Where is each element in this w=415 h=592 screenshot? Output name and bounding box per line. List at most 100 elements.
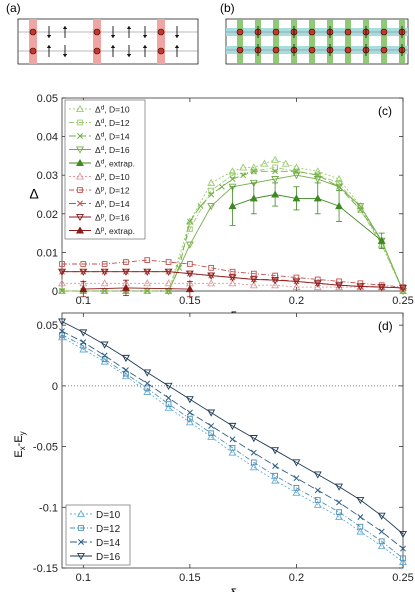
red-stripe-0 (29, 19, 37, 64)
data-point-2-2 (101, 288, 108, 294)
legend-swatch-marker-3 (76, 146, 84, 154)
data-point-0-4 (143, 387, 152, 395)
site-4-1 (308, 46, 316, 54)
green-stripe-3 (291, 19, 297, 64)
legend-label-2: D=14 (96, 538, 121, 549)
data-point-4-3 (292, 194, 301, 202)
legend-swatch-marker-8 (76, 213, 84, 222)
site-0-1 (236, 46, 244, 54)
spin-arrowhead-6-1 (126, 54, 132, 57)
series-9 (79, 279, 194, 298)
legend-swatch-marker-4 (76, 158, 84, 167)
site-6-1 (344, 46, 352, 54)
data-point-0-7 (207, 432, 216, 440)
data-point-1-7 (208, 430, 215, 437)
data-point-1-13 (336, 180, 342, 186)
legend-box (64, 99, 146, 240)
legend-label-sup-3: d (101, 145, 105, 152)
data-point-8-14 (356, 283, 365, 291)
data-point-2-0 (59, 288, 65, 294)
data-point-8-4 (143, 268, 152, 276)
chart-d-ylabel: Ex-Ey (13, 431, 27, 457)
series-line-2 (62, 170, 404, 292)
data-point-1-11 (293, 485, 300, 491)
data-point-2-4 (144, 380, 151, 387)
series-line-1 (62, 167, 404, 292)
data-point-1-2 (101, 356, 108, 362)
chart-d-legend: D=10 D=12 D=14 D=16 (65, 504, 131, 566)
data-point-2-11 (293, 475, 300, 482)
spin-arrowhead-2-0 (62, 26, 68, 29)
data-point-2-15 (378, 528, 385, 535)
data-point-5-10 (271, 281, 280, 289)
data-point-6-1 (80, 261, 87, 267)
data-point-6-7 (208, 264, 215, 271)
spin-arrowhead-9-1 (174, 45, 180, 48)
data-point-3-1 (185, 241, 194, 249)
data-point-0-12 (271, 155, 280, 163)
legend-swatch-marker-2 (77, 133, 83, 139)
legend-label-main-0: Δ (95, 105, 101, 115)
legend-label-3: Δd, D=16 (95, 145, 130, 155)
data-point-1-0 (59, 332, 65, 338)
legend-label-3: D=16 (96, 552, 121, 563)
y-tick-label-3: 0 (52, 381, 58, 393)
legend-label-main-2: Δ (95, 132, 101, 142)
data-point-3-4 (143, 369, 152, 377)
data-point-2-7 (208, 422, 215, 429)
legend-box (65, 504, 131, 566)
data-point-0-16 (399, 557, 407, 565)
site-0-0 (29, 28, 37, 36)
data-point-1-6 (187, 415, 193, 422)
legend-swatch-marker-2 (78, 539, 84, 545)
green-stripe-4 (309, 19, 315, 64)
legend-label-6: Δp, D=12 (95, 186, 130, 196)
legend-swatch-marker-5 (76, 172, 84, 180)
legend-label-main-4: Δ (95, 159, 101, 169)
data-point-2-3 (122, 367, 129, 374)
legend-label-sup-1: d (101, 118, 105, 125)
data-point-2-8 (197, 203, 204, 210)
data-point-8-9 (249, 276, 258, 284)
legend-label-sup-9: p (101, 226, 105, 233)
chart-d-xlabel: δ (229, 586, 237, 592)
data-point-0-6 (185, 418, 194, 426)
data-point-1-4 (144, 385, 151, 392)
data-point-0-9 (239, 163, 248, 171)
legend-label-9: Δp, extrap. (95, 226, 135, 236)
data-point-8-0 (58, 268, 66, 276)
legend-label-main-8: Δ (95, 213, 101, 223)
data-point-6-11 (293, 274, 300, 281)
y-tick-label-0: 0 (52, 286, 58, 298)
legend-swatch-marker-3 (77, 552, 85, 561)
data-point-0-16 (335, 174, 344, 183)
legend-label-2: Δd, D=14 (95, 132, 130, 142)
data-point-8-2 (100, 268, 109, 276)
data-point-6-8 (229, 268, 236, 275)
data-point-8-11 (292, 278, 301, 286)
data-point-3-0 (58, 318, 66, 326)
data-point-3-1 (79, 329, 88, 337)
data-point-1-3 (123, 370, 129, 377)
series-1 (59, 332, 406, 562)
data-point-0-14 (292, 163, 301, 171)
chart-c-ylabel: Δ (29, 186, 38, 202)
data-point-5-12 (313, 283, 322, 291)
data-point-8-12 (313, 280, 322, 288)
lattice-panel-a: (a) (6, 1, 199, 65)
chart-c-ticks: 0.1 0.15 0.2 0.25 0 0.01 0.02 0.03 0.04 0.05 (37, 93, 414, 307)
data-point-3-6 (185, 396, 194, 404)
data-point-2-1 (80, 339, 87, 346)
data-point-2-8 (229, 436, 236, 443)
data-point-1-14 (357, 523, 364, 530)
data-point-2-4 (144, 288, 151, 294)
data-point-6-5 (165, 259, 172, 265)
spin-arrowhead-5-1 (110, 45, 116, 48)
red-stripe-1 (93, 19, 101, 64)
red-stripe-2 (157, 19, 165, 64)
chart-d-ylabel-sub1: x (18, 446, 27, 450)
legend-swatch-marker-0 (77, 509, 85, 518)
data-point-4-4 (313, 194, 322, 202)
x-tick-label-2: 0.2 (289, 295, 304, 307)
series-4 (228, 182, 386, 249)
